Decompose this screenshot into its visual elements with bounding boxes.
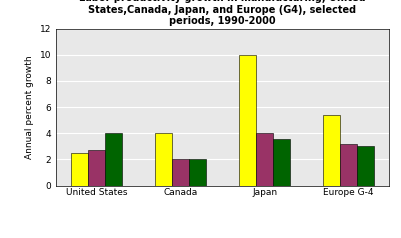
Bar [273, 139, 290, 186]
Bar [105, 133, 122, 186]
Bar [324, 115, 340, 186]
Y-axis label: Annual percent growth: Annual percent growth [25, 55, 34, 159]
Bar [155, 133, 172, 186]
Bar [88, 150, 105, 186]
Bar [172, 159, 189, 186]
Title: Labor productivity growth in manufacturing, United
States,Canada, Japan, and Eur: Labor productivity growth in manufacturi… [79, 0, 366, 26]
Bar [239, 55, 256, 186]
Bar [71, 153, 88, 186]
Bar [256, 133, 273, 186]
Bar [357, 146, 374, 186]
Bar [340, 144, 357, 186]
Bar [189, 159, 206, 186]
